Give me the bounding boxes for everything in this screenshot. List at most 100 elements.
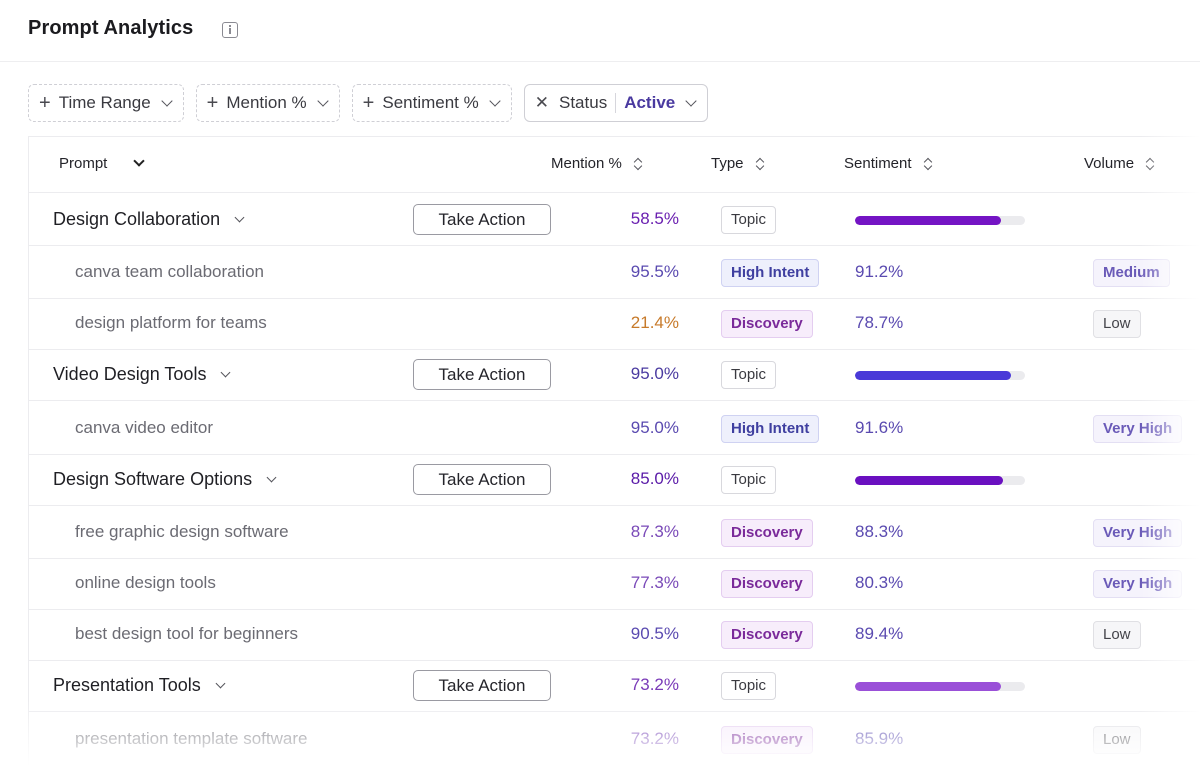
plus-icon: +	[206, 92, 219, 114]
column-type[interactable]: Type	[711, 155, 764, 172]
topic-row[interactable]: Design Software Options Take Action 85.0% T…	[29, 454, 1200, 506]
filter-mention-label: Mention %	[226, 93, 307, 112]
prompt-name: free graphic design software	[75, 522, 289, 542]
column-volume[interactable]: Volume	[1084, 155, 1154, 172]
row-name-label: Presentation Tools	[53, 675, 201, 695]
prompt-name: online design tools	[75, 573, 216, 593]
row-name-label: presentation template software	[75, 729, 308, 748]
mention-value: 73.2%	[630, 729, 679, 748]
sentiment-bar	[855, 682, 1025, 691]
sentiment-bar	[855, 371, 1025, 380]
chevron-down-icon[interactable]	[221, 367, 231, 378]
row-name-label: Design Software Options	[53, 469, 253, 489]
type-badge: Discovery	[721, 726, 813, 754]
take-action-button[interactable]: Take Action	[413, 359, 551, 390]
type-badge: Topic	[721, 672, 777, 700]
filter-status-value: Active	[624, 93, 676, 112]
column-prompt[interactable]: Prompt	[59, 155, 146, 172]
mention-value: 90.5%	[630, 624, 679, 643]
prompt-row[interactable]: free graphic design software 87.3% Discove…	[29, 507, 1200, 559]
sentiment-bar-fill	[855, 682, 1002, 691]
sentiment-bar-fill	[855, 371, 1012, 380]
prompt-row[interactable]: canva team collaboration 95.5% High Intent…	[29, 247, 1200, 299]
volume-badge: Low	[1093, 310, 1141, 338]
prompt-row[interactable]: online design tools 77.3% Discovery 80.3% Ve…	[29, 558, 1200, 610]
row-name-label: Video Design Tools	[53, 364, 207, 384]
mention-value: 85.0%	[630, 469, 679, 488]
chevron-down-icon[interactable]	[266, 472, 277, 483]
sentiment-bar	[855, 476, 1025, 485]
column-type-label: Type	[711, 155, 744, 172]
close-icon[interactable]: ✕	[534, 93, 549, 112]
row-name-label: design platform for teams	[75, 313, 267, 332]
sentiment-value: 78.7%	[855, 313, 904, 332]
sort-icon	[924, 157, 932, 171]
sentiment-value: 91.6%	[855, 418, 904, 437]
type-badge: Topic	[721, 361, 777, 389]
chevron-down-icon[interactable]	[133, 155, 146, 167]
type-badge: Discovery	[721, 570, 813, 598]
table-header: Prompt Mention % Type Sentiment Volume	[29, 137, 1200, 193]
sentiment-value: 88.3%	[855, 522, 904, 541]
row-name-label: best design tool for beginners	[75, 624, 299, 643]
sentiment-value: 89.4%	[855, 624, 904, 643]
take-action-button[interactable]: Take Action	[413, 204, 551, 235]
prompt-row[interactable]: presentation template software 73.2% Disco…	[29, 714, 1200, 766]
row-name-label: canva video editor	[75, 418, 213, 437]
filter-sentiment-label: Sentiment %	[382, 93, 479, 112]
info-icon[interactable]	[222, 22, 238, 38]
page-header: Prompt Analytics	[0, 0, 1200, 62]
sentiment-value: 85.9%	[855, 729, 904, 748]
topic-name[interactable]: Design Software Options	[53, 469, 277, 490]
column-sentiment[interactable]: Sentiment	[844, 155, 932, 172]
column-sentiment-label: Sentiment	[844, 155, 912, 172]
filter-status-label: Status	[559, 93, 608, 112]
column-mention[interactable]: Mention %	[551, 155, 642, 172]
chevron-down-icon[interactable]	[234, 212, 245, 223]
mention-value: 58.5%	[630, 209, 679, 228]
type-badge: Discovery	[721, 310, 813, 338]
filter-status[interactable]: ✕ Status Active	[523, 84, 709, 122]
type-badge: Topic	[721, 206, 777, 234]
topic-name[interactable]: Presentation Tools	[53, 675, 226, 696]
sentiment-value: 80.3%	[855, 573, 904, 592]
prompt-row[interactable]: design platform for teams 21.4% Discovery 7…	[29, 298, 1200, 350]
take-action-button[interactable]: Take Action	[413, 670, 551, 701]
chevron-down-icon	[317, 94, 329, 107]
filter-time-range[interactable]: + Time Range	[28, 84, 184, 122]
column-mention-label: Mention %	[551, 155, 622, 172]
prompt-name: best design tool for beginners	[75, 624, 298, 644]
filter-sentiment[interactable]: + Sentiment %	[351, 84, 512, 122]
prompt-row[interactable]: best design tool for beginners 90.5% Disco…	[29, 609, 1200, 661]
prompt-name: design platform for teams	[75, 313, 267, 333]
sentiment-bar-fill	[855, 216, 1002, 225]
filter-time-range-label: Time Range	[58, 93, 151, 112]
filter-bar: + Time Range + Mention % + Sentiment % ✕…	[28, 84, 709, 122]
prompt-row[interactable]: canva video editor 95.0% High Intent 91.6% V…	[29, 403, 1200, 455]
divider	[615, 93, 617, 113]
chevron-down-icon[interactable]	[215, 678, 226, 689]
volume-badge: Very High	[1093, 415, 1183, 443]
mention-value: 95.0%	[630, 418, 679, 437]
chevron-down-icon	[160, 94, 173, 107]
take-action-button[interactable]: Take Action	[413, 464, 551, 495]
type-badge: High Intent	[721, 259, 820, 287]
topic-row[interactable]: Presentation Tools Take Action 73.2% Topic	[29, 660, 1200, 712]
topic-name[interactable]: Video Design Tools	[53, 364, 231, 385]
sort-icon	[634, 157, 642, 171]
filter-mention[interactable]: + Mention %	[195, 84, 340, 122]
chevron-down-icon	[489, 94, 501, 107]
sentiment-bar	[855, 216, 1025, 225]
mention-value: 87.3%	[630, 522, 679, 541]
prompt-table: Prompt Mention % Type Sentiment Volume D…	[28, 136, 1200, 778]
topic-row[interactable]: Design Collaboration Take Action 58.5% Topi…	[29, 194, 1200, 246]
row-name-label: online design tools	[75, 573, 216, 592]
prompt-name: presentation template software	[75, 729, 307, 749]
mention-value: 73.2%	[630, 675, 679, 694]
sentiment-value: 91.2%	[855, 262, 904, 281]
page-title: Prompt Analytics	[28, 17, 194, 39]
plus-icon: +	[362, 92, 375, 114]
topic-row[interactable]: Video Design Tools Take Action 95.0% Topic	[29, 349, 1200, 401]
type-badge: Discovery	[721, 621, 813, 649]
topic-name[interactable]: Design Collaboration	[53, 209, 245, 230]
